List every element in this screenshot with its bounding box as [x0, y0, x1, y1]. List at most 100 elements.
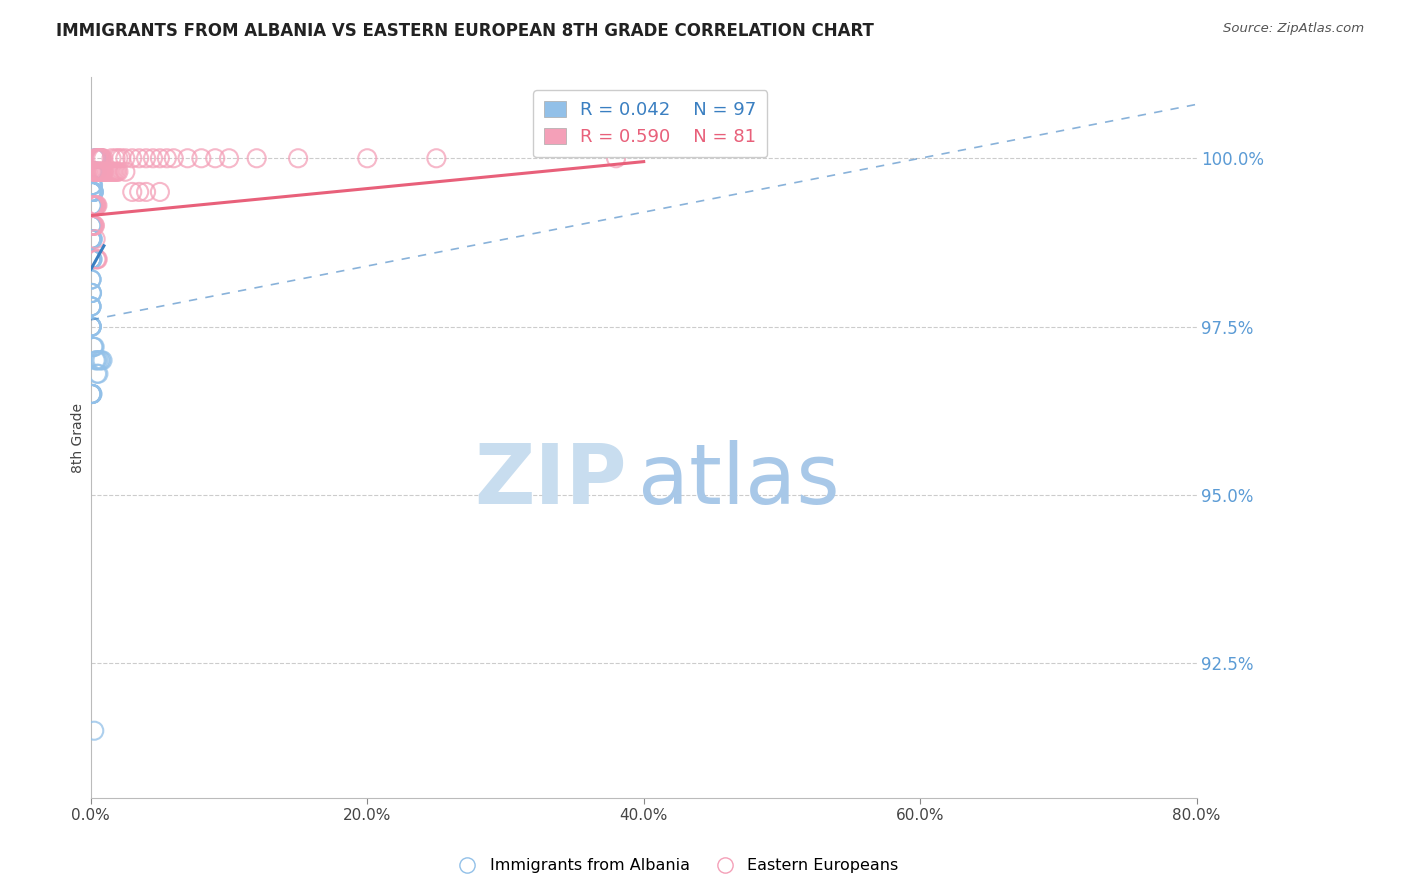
Text: Source: ZipAtlas.com: Source: ZipAtlas.com: [1223, 22, 1364, 36]
Point: [80, 232, 103, 246]
Point: [89, 353, 111, 368]
Point: [89, 151, 111, 165]
Point: [107, 151, 129, 165]
Point: [80, 300, 103, 314]
Point: [80, 272, 103, 286]
Point: [80, 232, 103, 246]
Point: [83, 198, 105, 212]
Point: [90, 165, 112, 179]
Point: [86, 165, 108, 179]
Point: [83, 198, 105, 212]
Point: [86, 165, 108, 179]
Point: [84, 151, 107, 165]
Point: [135, 151, 157, 165]
Point: [82, 185, 104, 199]
Point: [80, 185, 103, 199]
Point: [83, 185, 105, 199]
Point: [605, 151, 627, 165]
Point: [82, 178, 104, 193]
Point: [156, 151, 179, 165]
Point: [87, 151, 110, 165]
Point: [80, 198, 103, 212]
Point: [86, 252, 108, 267]
Point: [80, 219, 103, 233]
Point: [104, 165, 127, 179]
Point: [82, 219, 104, 233]
Point: [246, 151, 269, 165]
Point: [82, 340, 104, 354]
Point: [80, 387, 103, 401]
Point: [80, 300, 103, 314]
Point: [82, 219, 104, 233]
Text: atlas: atlas: [638, 441, 839, 522]
Point: [89, 151, 111, 165]
Legend: R = 0.042    N = 97, R = 0.590    N = 81: R = 0.042 N = 97, R = 0.590 N = 81: [533, 90, 768, 157]
Point: [105, 165, 128, 179]
Point: [84, 198, 107, 212]
Point: [104, 151, 127, 165]
Point: [87, 151, 110, 165]
Point: [91, 353, 114, 368]
Point: [86, 198, 108, 212]
Point: [80, 252, 103, 267]
Point: [80, 272, 103, 286]
Point: [82, 185, 104, 199]
Point: [83, 723, 105, 738]
Point: [82, 198, 104, 212]
Point: [84, 151, 107, 165]
Point: [82, 232, 104, 246]
Point: [80, 319, 103, 334]
Point: [89, 165, 111, 179]
Point: [86, 353, 108, 368]
Point: [82, 198, 104, 212]
Point: [121, 151, 143, 165]
Point: [163, 151, 186, 165]
Point: [135, 185, 157, 199]
Point: [84, 165, 107, 179]
Point: [80, 300, 103, 314]
Point: [80, 198, 103, 212]
Point: [80, 185, 103, 199]
Point: [80, 232, 103, 246]
Point: [83, 219, 105, 233]
Point: [83, 165, 105, 179]
Point: [80, 232, 103, 246]
Point: [87, 367, 110, 381]
Point: [176, 151, 198, 165]
Point: [84, 232, 107, 246]
Point: [90, 165, 112, 179]
Point: [83, 219, 105, 233]
Point: [80, 232, 103, 246]
Point: [80, 387, 103, 401]
Point: [149, 151, 172, 165]
Point: [80, 285, 103, 300]
Point: [80, 219, 103, 233]
Y-axis label: 8th Grade: 8th Grade: [72, 403, 86, 473]
Point: [80, 219, 103, 233]
Point: [80, 319, 103, 334]
Point: [91, 165, 114, 179]
Point: [82, 165, 104, 179]
Point: [287, 151, 309, 165]
Point: [114, 165, 136, 179]
Point: [87, 151, 110, 165]
Point: [83, 165, 105, 179]
Point: [82, 232, 104, 246]
Point: [90, 151, 112, 165]
Point: [86, 252, 108, 267]
Point: [93, 165, 115, 179]
Point: [89, 151, 111, 165]
Point: [82, 387, 104, 401]
Point: [84, 353, 107, 368]
Point: [82, 165, 104, 179]
Point: [84, 219, 107, 233]
Point: [80, 285, 103, 300]
Point: [90, 353, 112, 368]
Point: [107, 165, 129, 179]
Point: [84, 151, 107, 165]
Point: [80, 319, 103, 334]
Point: [86, 151, 108, 165]
Point: [83, 165, 105, 179]
Point: [86, 151, 108, 165]
Point: [93, 165, 115, 179]
